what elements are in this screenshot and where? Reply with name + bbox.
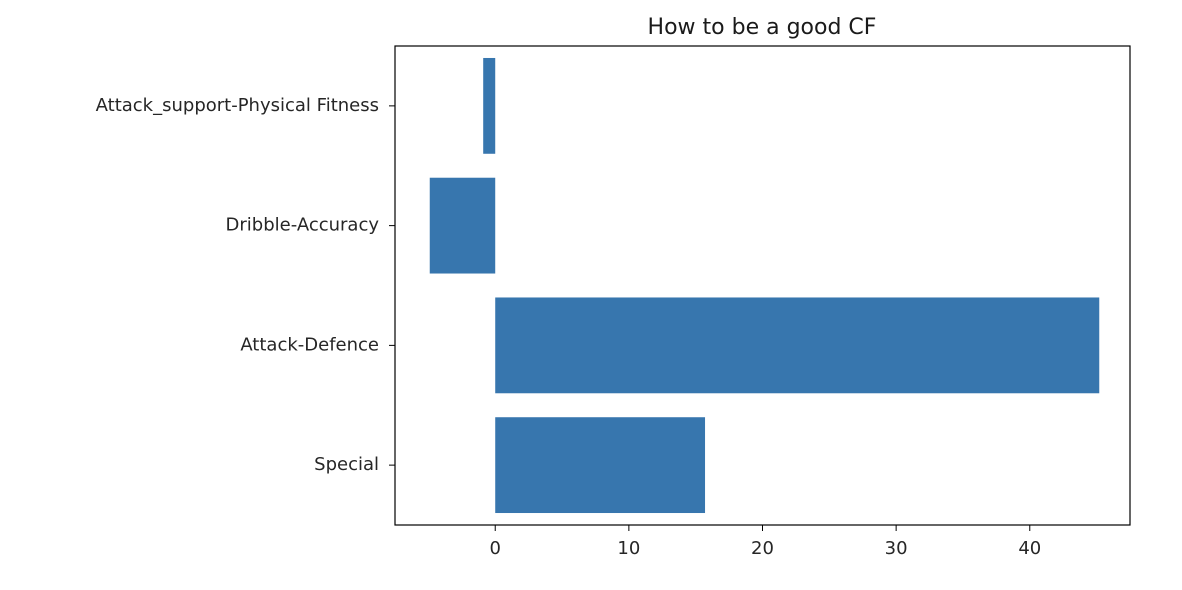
bars-group bbox=[429, 57, 1100, 514]
bar bbox=[483, 57, 496, 154]
x-tick-label: 40 bbox=[1018, 538, 1041, 559]
x-tick-label: 0 bbox=[490, 538, 501, 559]
bar bbox=[495, 297, 1100, 394]
y-tick-label: Attack_support-Physical Fitness bbox=[96, 95, 379, 116]
x-axis: 0 10 20 30 40 bbox=[490, 525, 1041, 559]
bar bbox=[429, 177, 496, 274]
x-tick-label: 10 bbox=[617, 538, 640, 559]
y-tick-label: Attack-Defence bbox=[240, 334, 379, 355]
x-tick-label: 20 bbox=[751, 538, 774, 559]
y-axis: Special Attack-Defence Dribble-Accuracy Att… bbox=[96, 95, 395, 475]
chart-title: How to be a good CF bbox=[648, 15, 877, 40]
bar bbox=[495, 417, 706, 514]
y-tick-label: Dribble-Accuracy bbox=[226, 215, 380, 236]
x-tick-label: 30 bbox=[885, 538, 908, 559]
y-tick-label: Special bbox=[314, 454, 379, 475]
plot-frame bbox=[394, 45, 1131, 526]
